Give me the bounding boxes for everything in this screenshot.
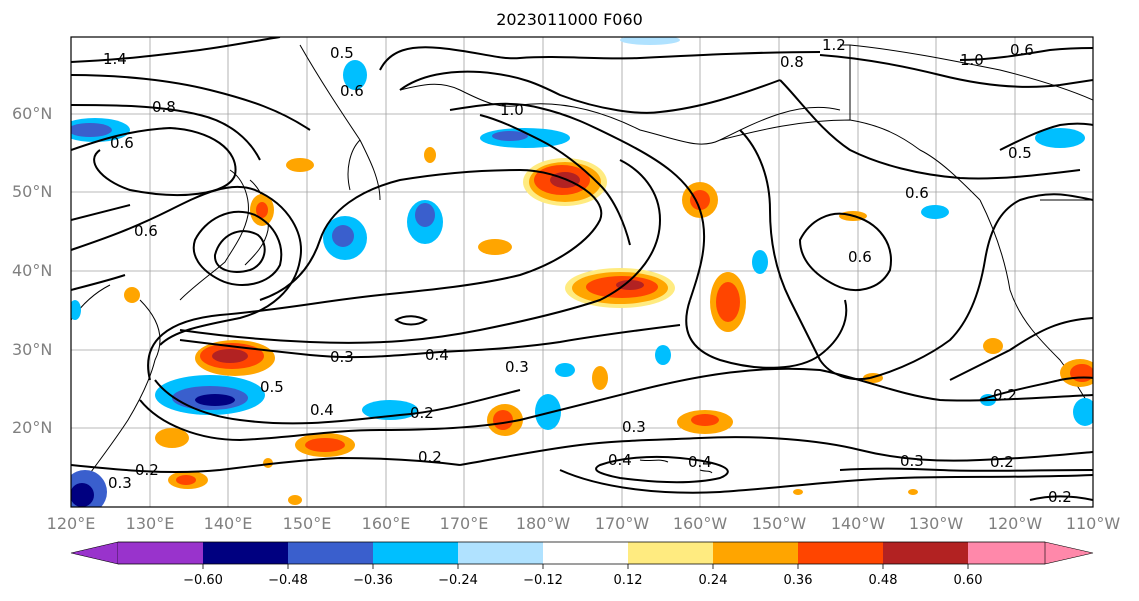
contour-label: 0.4 bbox=[688, 453, 712, 471]
lat-label-20n: 20°N bbox=[12, 418, 53, 437]
lon-label-130e: 130°E bbox=[125, 514, 175, 533]
colorbar-tick-label: 0.60 bbox=[953, 573, 983, 588]
contour-label: 0.6 bbox=[1010, 41, 1034, 59]
colorbar-segment bbox=[628, 542, 713, 564]
colorbar-segment bbox=[203, 542, 288, 564]
lon-label-140e: 140°E bbox=[203, 514, 253, 533]
colorbar-segment bbox=[543, 542, 628, 564]
contour-label: 1.0 bbox=[500, 101, 524, 119]
contour-label: 0.3 bbox=[505, 358, 529, 376]
contour-label: 0.3 bbox=[330, 348, 354, 366]
colorbar-min-arrow bbox=[70, 541, 119, 565]
colorbar-segment bbox=[883, 542, 968, 564]
map-content: 1.4 0.8 0.6 0.5 0.6 1.0 0.8 0.6 0.3 0.3 … bbox=[71, 36, 1093, 507]
lat-label-50n: 50°N bbox=[12, 182, 53, 201]
contour-label: 0.2 bbox=[418, 448, 442, 466]
colorbar-tick-label: −0.60 bbox=[183, 573, 223, 588]
colorbar-tick-label: 0.12 bbox=[613, 573, 643, 588]
contour-label: 0.5 bbox=[260, 378, 284, 396]
lon-label-120w: 120°W bbox=[987, 514, 1043, 533]
lat-label-30n: 30°N bbox=[12, 340, 53, 359]
contour-label: 0.6 bbox=[340, 82, 364, 100]
contour-label: 0.6 bbox=[110, 134, 134, 152]
contour-label: 0.6 bbox=[905, 184, 929, 202]
map-title: 2023011000 F060 bbox=[496, 10, 643, 29]
contour-label: 0.6 bbox=[134, 222, 158, 240]
contour-label: 0.3 bbox=[622, 418, 646, 436]
gridlines bbox=[71, 37, 1093, 507]
contour-label: 0.5 bbox=[1008, 144, 1032, 162]
colorbar-tick-label: 0.36 bbox=[783, 573, 813, 588]
lon-label-160w: 160°W bbox=[672, 514, 728, 533]
coastlines bbox=[71, 44, 1093, 481]
colorbar-segment bbox=[288, 542, 373, 564]
contour-label: 0.5 bbox=[330, 44, 354, 62]
colorbar-segment bbox=[798, 542, 883, 564]
colorbar-tick-label: −0.48 bbox=[268, 573, 308, 588]
colorbar-tick-label: 0.24 bbox=[698, 573, 728, 588]
colorbar-segment bbox=[458, 542, 543, 564]
lon-label-140w: 140°W bbox=[830, 514, 886, 533]
colorbar-tick-label: −0.24 bbox=[438, 573, 478, 588]
lat-label-60n: 60°N bbox=[12, 104, 53, 123]
map-frame bbox=[70, 36, 1094, 508]
colorbar-segment bbox=[373, 542, 458, 564]
contour-lines bbox=[71, 37, 1093, 501]
contour-label: 0.4 bbox=[608, 451, 632, 469]
lat-label-40n: 40°N bbox=[12, 261, 53, 280]
contour-label: 1.4 bbox=[103, 50, 127, 68]
lon-label-180w: 180°W bbox=[515, 514, 571, 533]
contour-label: 0.2 bbox=[993, 386, 1017, 404]
colorbar-segment bbox=[118, 542, 203, 564]
contour-labels: 1.4 0.8 0.6 0.5 0.6 1.0 0.8 0.6 0.3 0.3 … bbox=[103, 36, 1072, 506]
lon-label-160e: 160°E bbox=[361, 514, 411, 533]
contour-label: 1.0 bbox=[960, 51, 984, 69]
lon-label-170w: 170°W bbox=[594, 514, 650, 533]
lon-label-170e: 170°E bbox=[439, 514, 489, 533]
contour-label: 0.2 bbox=[410, 404, 434, 422]
negative-anomalies bbox=[71, 37, 1093, 507]
positive-anomalies bbox=[124, 147, 1093, 505]
lon-label-150e: 150°E bbox=[282, 514, 332, 533]
colorbar-max-arrow bbox=[1044, 541, 1094, 565]
lon-label-120e: 120°E bbox=[46, 514, 96, 533]
contour-label: 0.3 bbox=[108, 474, 132, 492]
contour-label: 1.2 bbox=[822, 36, 846, 54]
contour-label: 0.2 bbox=[1048, 488, 1072, 506]
colorbar-segment bbox=[968, 542, 1045, 564]
contour-label: 0.2 bbox=[990, 453, 1014, 471]
lon-label-150w: 150°W bbox=[751, 514, 807, 533]
lon-label-110w: 110°W bbox=[1065, 514, 1121, 533]
colorbar-tick-label: −0.36 bbox=[353, 573, 393, 588]
contour-label: 0.4 bbox=[310, 401, 334, 419]
contour-label: 0.8 bbox=[152, 98, 176, 116]
contour-label: 0.4 bbox=[425, 346, 449, 364]
colorbar-segment bbox=[713, 542, 798, 564]
colorbar-tick-label: 0.48 bbox=[868, 573, 898, 588]
contour-label: 0.2 bbox=[135, 461, 159, 479]
contour-label: 0.3 bbox=[900, 452, 924, 470]
contour-label: 0.8 bbox=[780, 53, 804, 71]
lon-label-130w: 130°W bbox=[908, 514, 964, 533]
colorbar-tick-label: −0.12 bbox=[523, 573, 563, 588]
contour-label: 0.6 bbox=[848, 248, 872, 266]
colorbar bbox=[70, 541, 1094, 569]
